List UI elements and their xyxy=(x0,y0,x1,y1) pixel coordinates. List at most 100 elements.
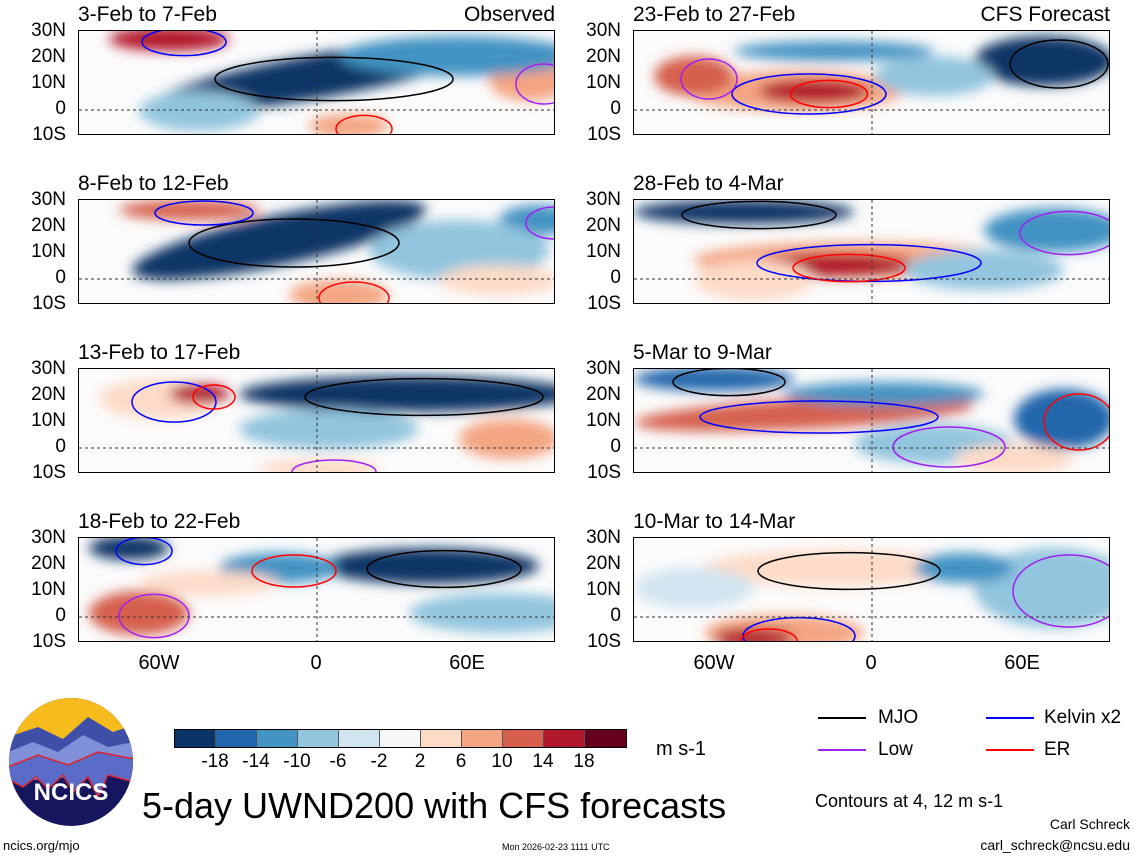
lat-tick-label: 20N xyxy=(586,384,621,405)
wind-anomaly-area xyxy=(319,548,539,584)
footer-email[interactable]: carl_schreck@ncsu.edu xyxy=(980,837,1130,853)
lon-tick-label: 0 xyxy=(310,652,322,674)
lat-tick-label: 20N xyxy=(31,46,66,67)
colorbar-label: -18 xyxy=(201,751,229,772)
colorbar-label: 2 xyxy=(414,751,426,772)
wind-anomaly-area xyxy=(259,459,379,472)
legend-label-mjo: MJO xyxy=(878,707,919,728)
wind-anomaly-area xyxy=(954,444,1074,472)
wind-anomaly-area xyxy=(654,56,734,96)
lon-tick-label: 0 xyxy=(865,652,877,674)
lon-tick-label: 60W xyxy=(138,652,180,674)
panel-title: 3-Feb to 7-Feb xyxy=(78,3,217,26)
footer-author: Carl Schreck xyxy=(1049,816,1130,832)
colorbar-swatch xyxy=(585,730,626,747)
map-panel xyxy=(633,537,1110,642)
contour-line xyxy=(699,400,939,434)
map-panel xyxy=(78,368,555,473)
contour-line xyxy=(366,549,522,589)
contour-line xyxy=(1009,39,1109,89)
lat-tick-label: 0 xyxy=(610,267,621,288)
wind-anomaly-area xyxy=(132,200,426,280)
lat-tick-label: 30N xyxy=(586,20,621,41)
panel-title: 8-Feb to 12-Feb xyxy=(78,172,229,195)
legend-line-er xyxy=(986,749,1034,751)
lat-tick-label: 20N xyxy=(31,215,66,236)
lat-tick-label: 0 xyxy=(55,436,66,457)
lat-tick-label: 10S xyxy=(587,293,621,314)
contour-line xyxy=(892,426,1006,468)
contour-line xyxy=(335,114,393,134)
lat-tick-label: 20N xyxy=(31,553,66,574)
lat-tick-label: 10N xyxy=(31,72,66,93)
panel-title: 28-Feb to 4-Mar xyxy=(633,172,784,195)
lat-tick-label: 10S xyxy=(587,124,621,145)
lat-tick-label: 30N xyxy=(586,189,621,210)
contour-line xyxy=(131,381,217,423)
wind-anomaly-area xyxy=(759,79,869,103)
lat-tick-label: 10S xyxy=(32,631,66,652)
figure-title: 5-day UWND200 with CFS forecasts xyxy=(142,785,727,826)
lat-tick-label: 10N xyxy=(586,72,621,93)
contour-line xyxy=(672,369,786,397)
lat-tick-label: 10N xyxy=(31,241,66,262)
panel-tag: CFS Forecast xyxy=(980,3,1110,26)
lat-tick-label: 0 xyxy=(55,98,66,119)
contour-line xyxy=(188,218,400,268)
panel-title: 23-Feb to 27-Feb xyxy=(633,3,796,26)
wind-anomaly-area xyxy=(339,36,554,76)
wind-anomaly-area xyxy=(974,36,1109,86)
panel-tag: Observed xyxy=(463,3,555,26)
wind-anomaly-area xyxy=(119,200,259,220)
colorbar-swatch xyxy=(503,730,544,747)
colorbar-label: 14 xyxy=(532,751,554,772)
lat-tick-label: 20N xyxy=(586,553,621,574)
wind-anomaly-area xyxy=(694,260,814,300)
ncics-logo: NCICS xyxy=(8,697,134,827)
contour-line xyxy=(1043,393,1109,451)
colorbar-label: -6 xyxy=(329,751,347,772)
contour-line xyxy=(115,538,173,566)
lat-tick-label: 0 xyxy=(610,436,621,457)
footer-url[interactable]: ncics.org/mjo xyxy=(3,838,80,853)
wind-anomaly-area xyxy=(139,571,279,595)
lat-tick-label: 30N xyxy=(31,20,66,41)
contours-note: Contours at 4, 12 m s-1 xyxy=(815,791,1004,811)
wind-anomaly-area xyxy=(1014,389,1109,449)
colorbar-label: 10 xyxy=(491,751,513,772)
lat-tick-label: 20N xyxy=(586,46,621,67)
contour-line xyxy=(757,551,941,591)
wind-anomaly-area xyxy=(784,382,984,406)
contour-line xyxy=(192,384,236,410)
wind-anomaly-area xyxy=(984,208,1109,252)
lat-tick-label: 10N xyxy=(31,410,66,431)
colorbar-label: 6 xyxy=(455,751,467,772)
colorbar-swatch xyxy=(544,730,585,747)
lon-tick-label: 60E xyxy=(449,652,485,674)
lat-tick-label: 10N xyxy=(31,579,66,600)
lat-tick-label: 30N xyxy=(31,189,66,210)
colorbar-label: 18 xyxy=(573,751,595,772)
legend-line-mjo xyxy=(818,717,866,719)
map-panel xyxy=(633,199,1110,304)
lat-tick-label: 10N xyxy=(586,410,621,431)
colorbar-swatch xyxy=(339,730,380,747)
lat-tick-label: 10N xyxy=(586,241,621,262)
lat-tick-label: 30N xyxy=(586,358,621,379)
lat-tick-label: 10S xyxy=(587,631,621,652)
wind-anomaly-area xyxy=(634,200,854,224)
wind-anomaly-area xyxy=(409,593,554,633)
contour-line xyxy=(118,593,190,639)
lat-tick-label: 30N xyxy=(586,527,621,548)
colorbar xyxy=(174,729,627,748)
contour-line xyxy=(515,63,554,105)
wind-anomaly-area xyxy=(439,265,554,295)
legend-line-low xyxy=(818,749,866,751)
wind-anomaly-area xyxy=(239,376,554,412)
contour-line xyxy=(792,253,906,283)
colorbar-swatch xyxy=(257,730,298,747)
legend-label-low: Low xyxy=(878,739,913,760)
lat-tick-label: 20N xyxy=(31,384,66,405)
wind-anomaly-area xyxy=(289,280,389,303)
contour-line xyxy=(1019,210,1109,256)
